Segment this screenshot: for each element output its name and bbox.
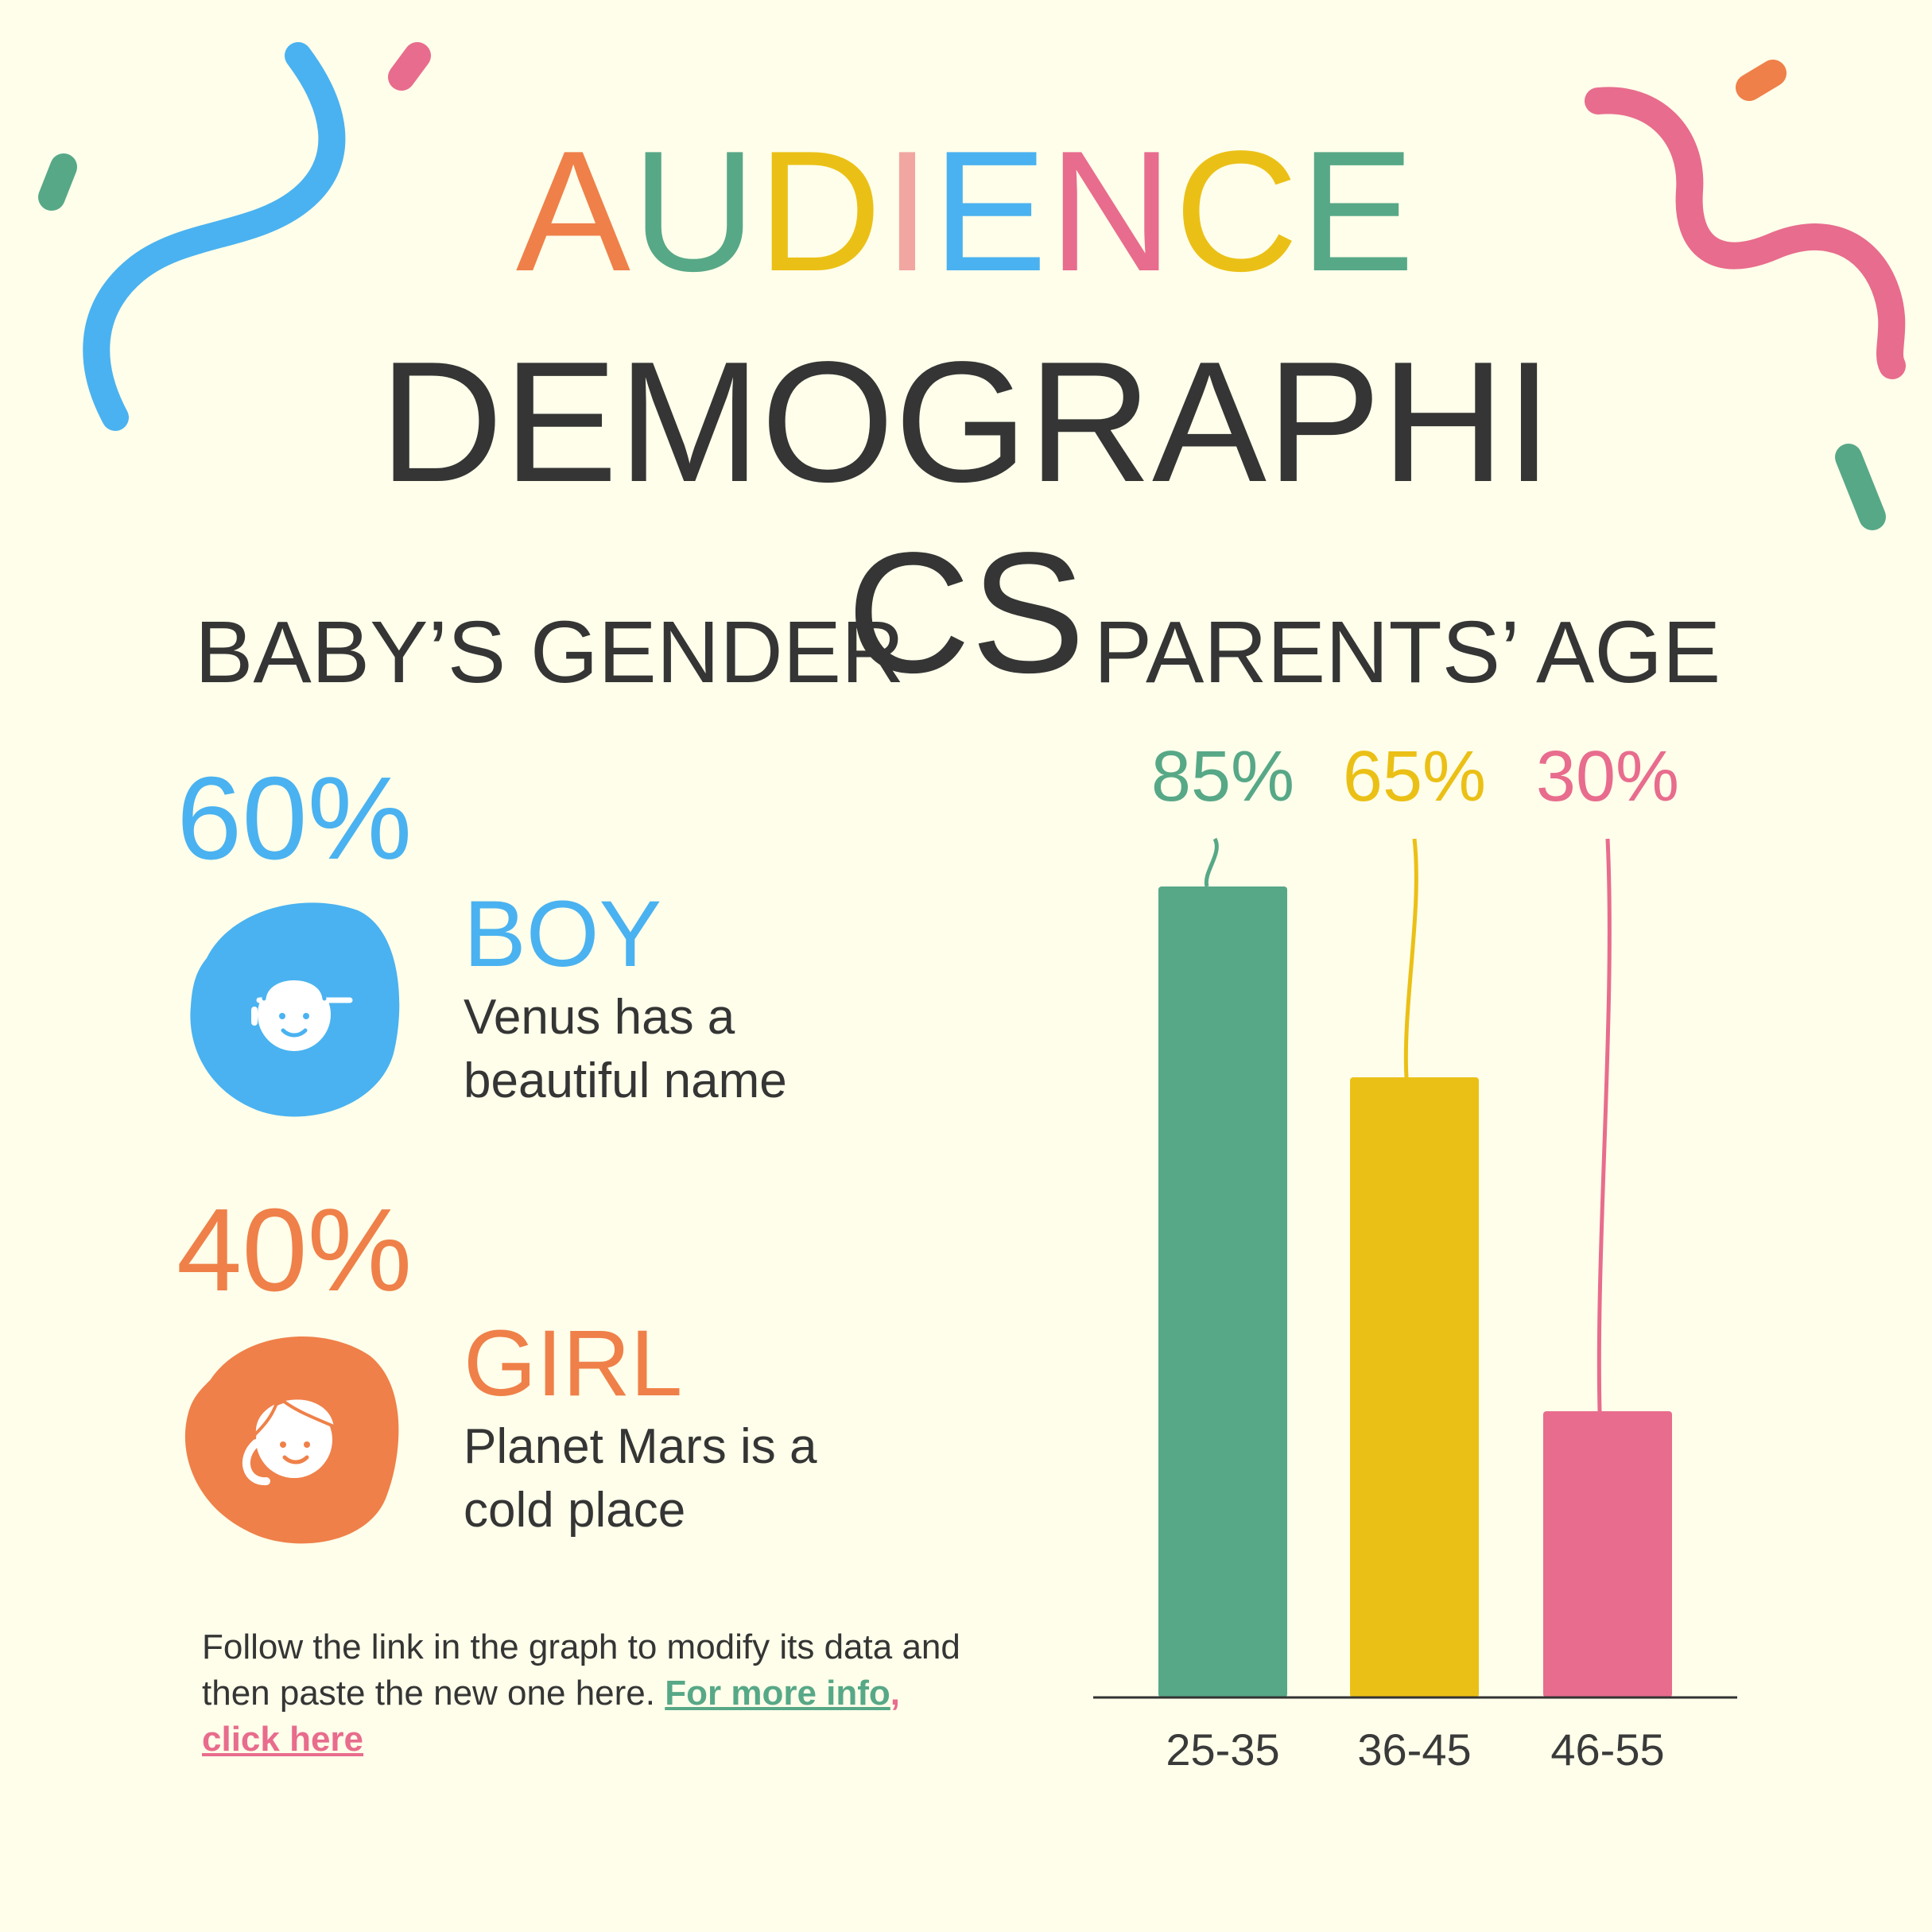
footnote-text: Follow the link in the graph to modify i… — [202, 1627, 960, 1713]
title-letter-4: I — [883, 114, 933, 307]
gender-heading: BABY’S GENDER — [195, 603, 905, 701]
title-letter-7: C — [1174, 114, 1301, 307]
boy-avatar — [190, 902, 400, 1117]
bar-46-55 — [1543, 1411, 1672, 1697]
tick-label-46-55: 46-55 — [1550, 1724, 1664, 1775]
boy-face-icon — [251, 976, 353, 1051]
leader-line-36-45 — [1403, 838, 1418, 1078]
girl-face-icon — [242, 1394, 338, 1486]
boy-percent: 60% — [177, 753, 413, 884]
green-dash-left — [38, 153, 77, 211]
more-info-link[interactable]: For more info — [665, 1674, 890, 1713]
bar-25-35 — [1158, 886, 1287, 1697]
bar-36-45 — [1350, 1077, 1479, 1697]
leader-line-46-55 — [1596, 838, 1612, 1412]
title-letter-6: N — [1049, 114, 1175, 307]
pink-squiggle — [1585, 87, 1906, 379]
parents-age-chart: 85% 25-35 65% 36-45 30% 46-55 — [1093, 737, 1737, 1775]
title-letter-5: E — [932, 114, 1049, 307]
title-letter-1: A — [515, 114, 632, 307]
parents-age-heading: PARENTS’ AGE — [1093, 603, 1721, 701]
boy-label: BOY — [464, 882, 662, 987]
tick-label-36-45: 36-45 — [1357, 1724, 1471, 1775]
value-label-36-45: 65% — [1343, 737, 1486, 817]
footnote: Follow the link in the graph to modify i… — [202, 1624, 965, 1763]
green-dash-right — [1835, 444, 1886, 530]
value-label-25-35: 85% — [1151, 737, 1294, 817]
leader-line-25-35 — [1204, 837, 1219, 887]
girl-description: Planet Mars is a cold place — [464, 1419, 817, 1538]
pink-dash-top-left — [388, 42, 431, 91]
girl-label: GIRL — [464, 1311, 683, 1416]
title-demographics: DEMOGRAPHICS — [378, 325, 1554, 708]
tick-label-25-35: 25-35 — [1166, 1724, 1279, 1775]
blue-squiggle — [83, 42, 346, 431]
girl-avatar — [184, 1336, 399, 1544]
title-letter-2: U — [631, 114, 758, 307]
boy-description: Venus has a beautiful name — [464, 990, 787, 1108]
title-audience: AUDIENCE — [0, 119, 1932, 302]
orange-dash-right — [1736, 60, 1787, 101]
title-letter-3: D — [757, 114, 883, 307]
click-here-link[interactable]: , click here — [202, 1674, 901, 1759]
girl-percent: 40% — [177, 1185, 413, 1316]
title-letter-8: E — [1300, 114, 1417, 307]
value-label-46-55: 30% — [1536, 737, 1679, 817]
